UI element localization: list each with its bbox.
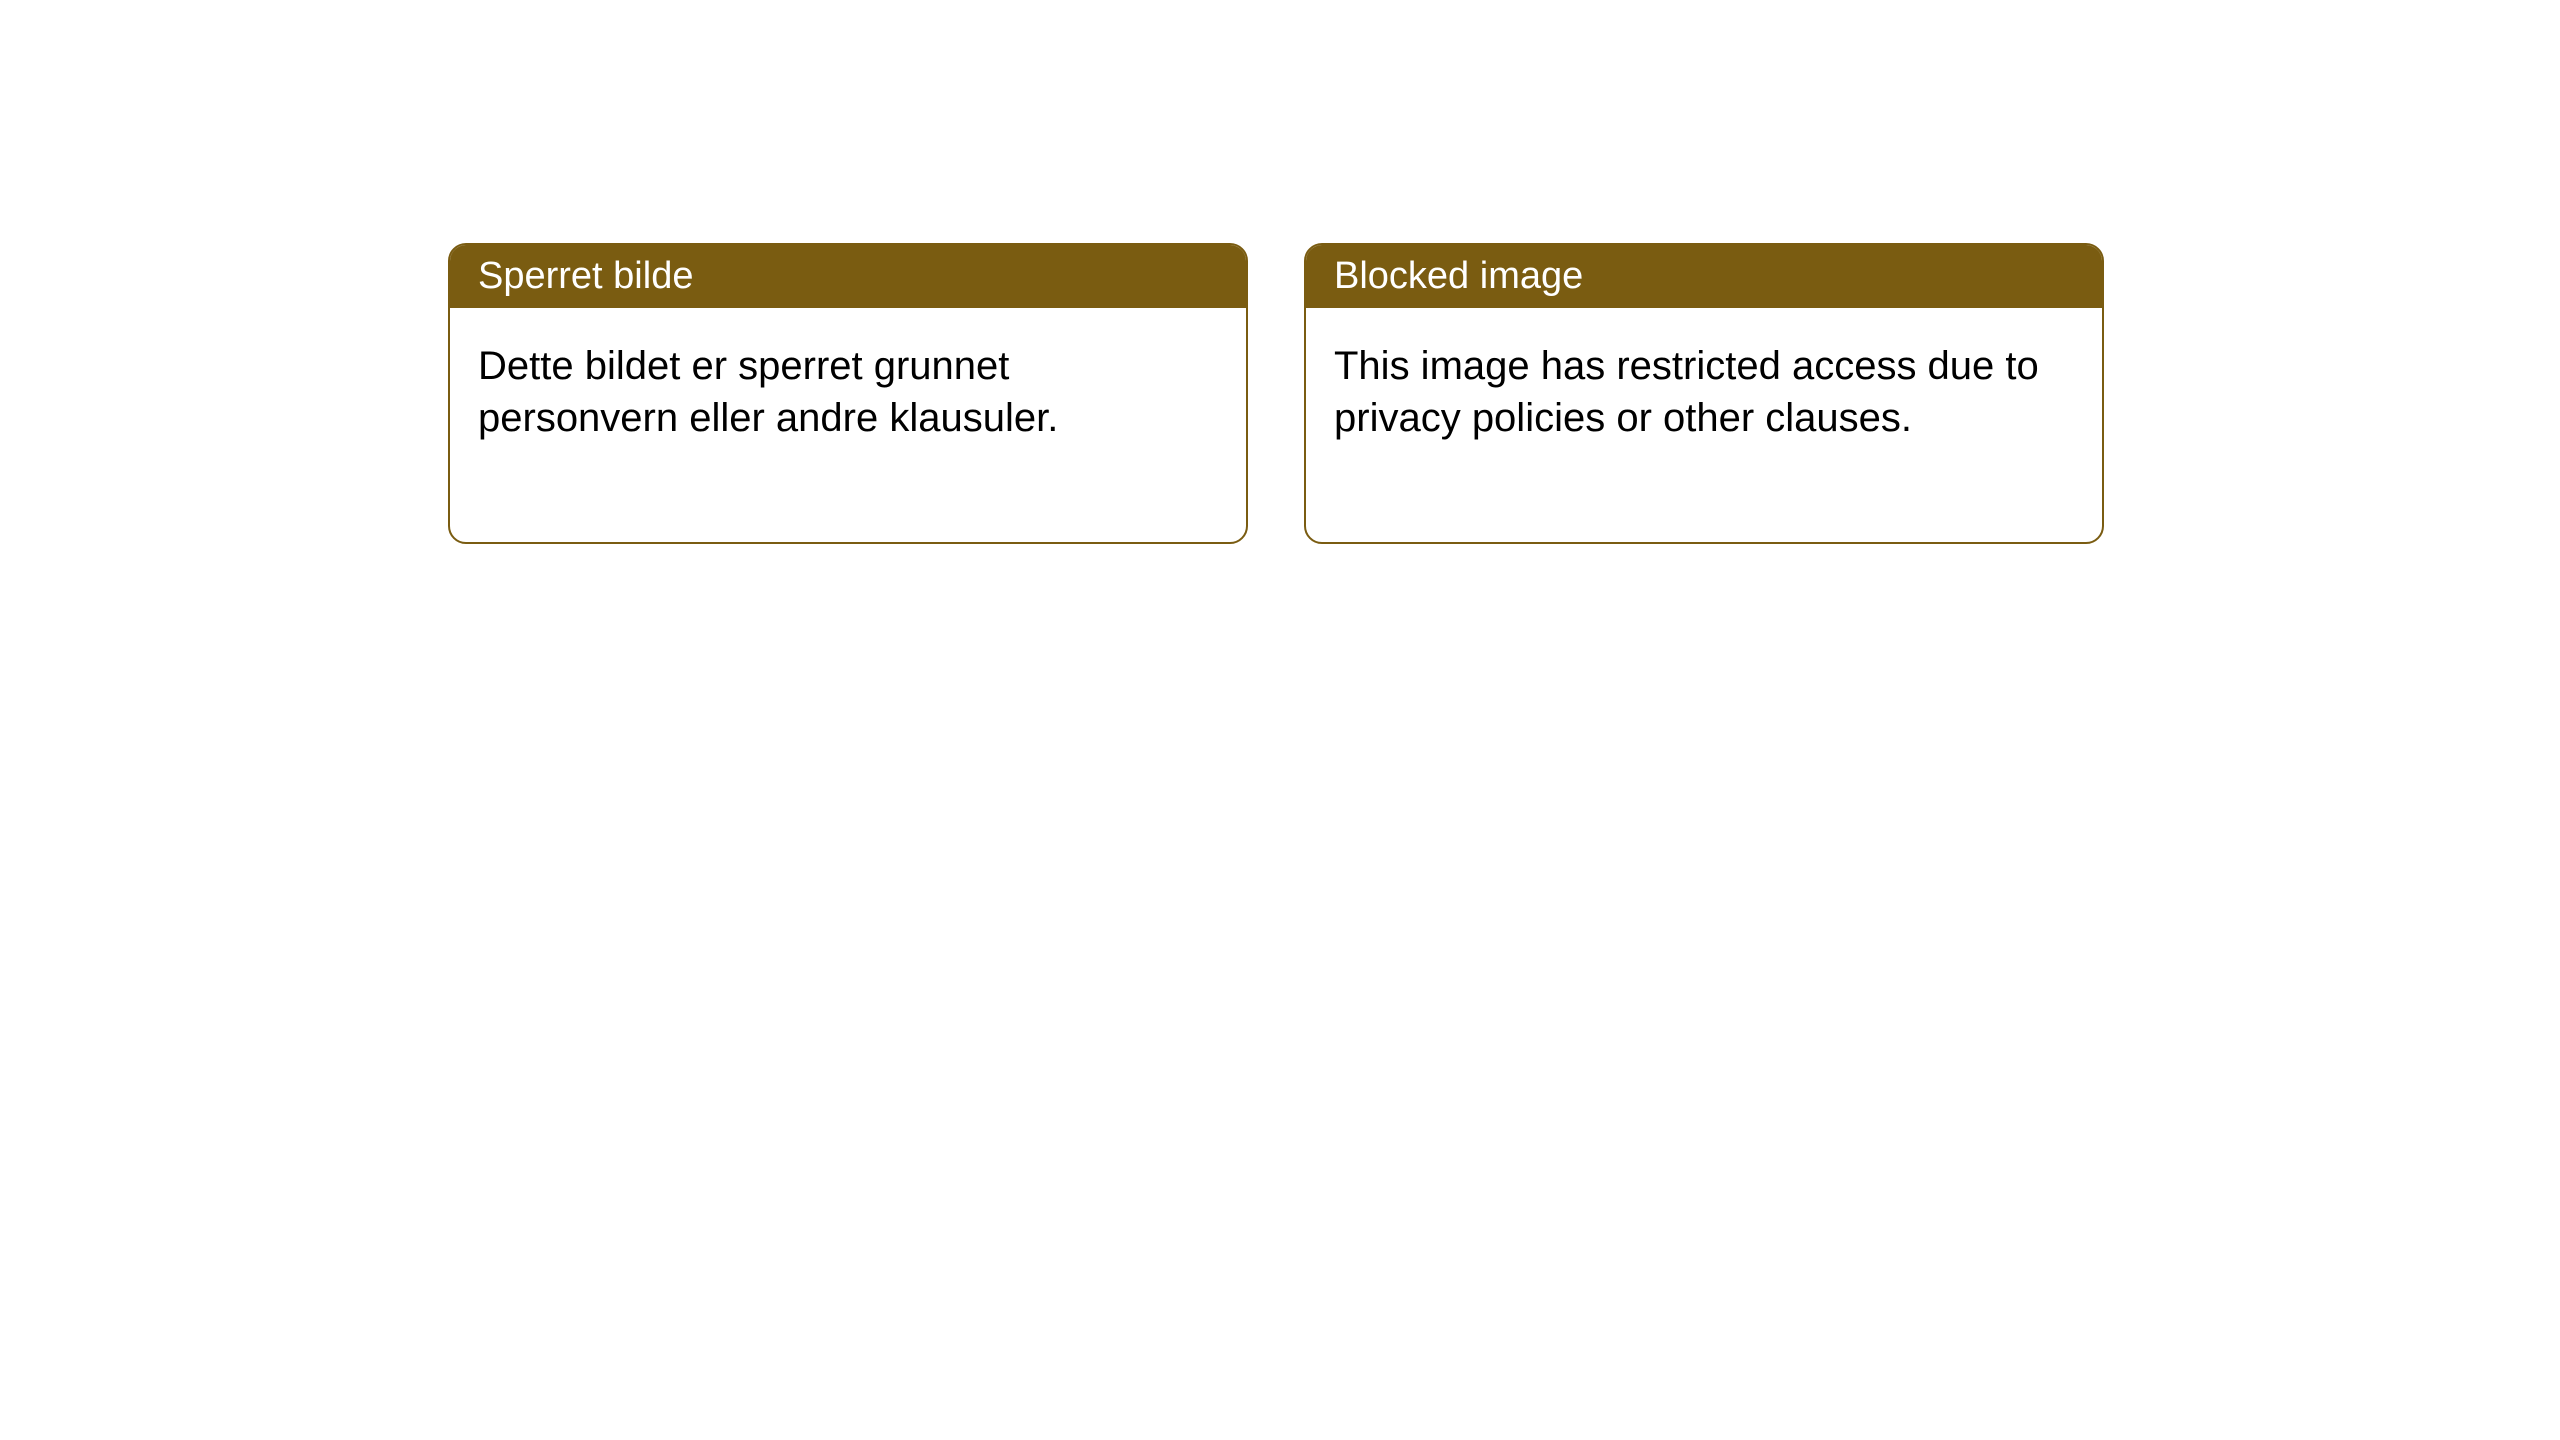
notice-body: This image has restricted access due to … <box>1306 308 2102 542</box>
notice-body-text: Dette bildet er sperret grunnet personve… <box>478 344 1058 440</box>
notice-header: Sperret bilde <box>450 245 1246 308</box>
notice-body-text: This image has restricted access due to … <box>1334 344 2039 440</box>
notice-card-norwegian: Sperret bilde Dette bildet er sperret gr… <box>448 243 1248 544</box>
notice-title: Sperret bilde <box>478 255 693 297</box>
notice-header: Blocked image <box>1306 245 2102 308</box>
notice-title: Blocked image <box>1334 255 1583 297</box>
notice-container: Sperret bilde Dette bildet er sperret gr… <box>448 243 2104 544</box>
notice-card-english: Blocked image This image has restricted … <box>1304 243 2104 544</box>
notice-body: Dette bildet er sperret grunnet personve… <box>450 308 1246 542</box>
